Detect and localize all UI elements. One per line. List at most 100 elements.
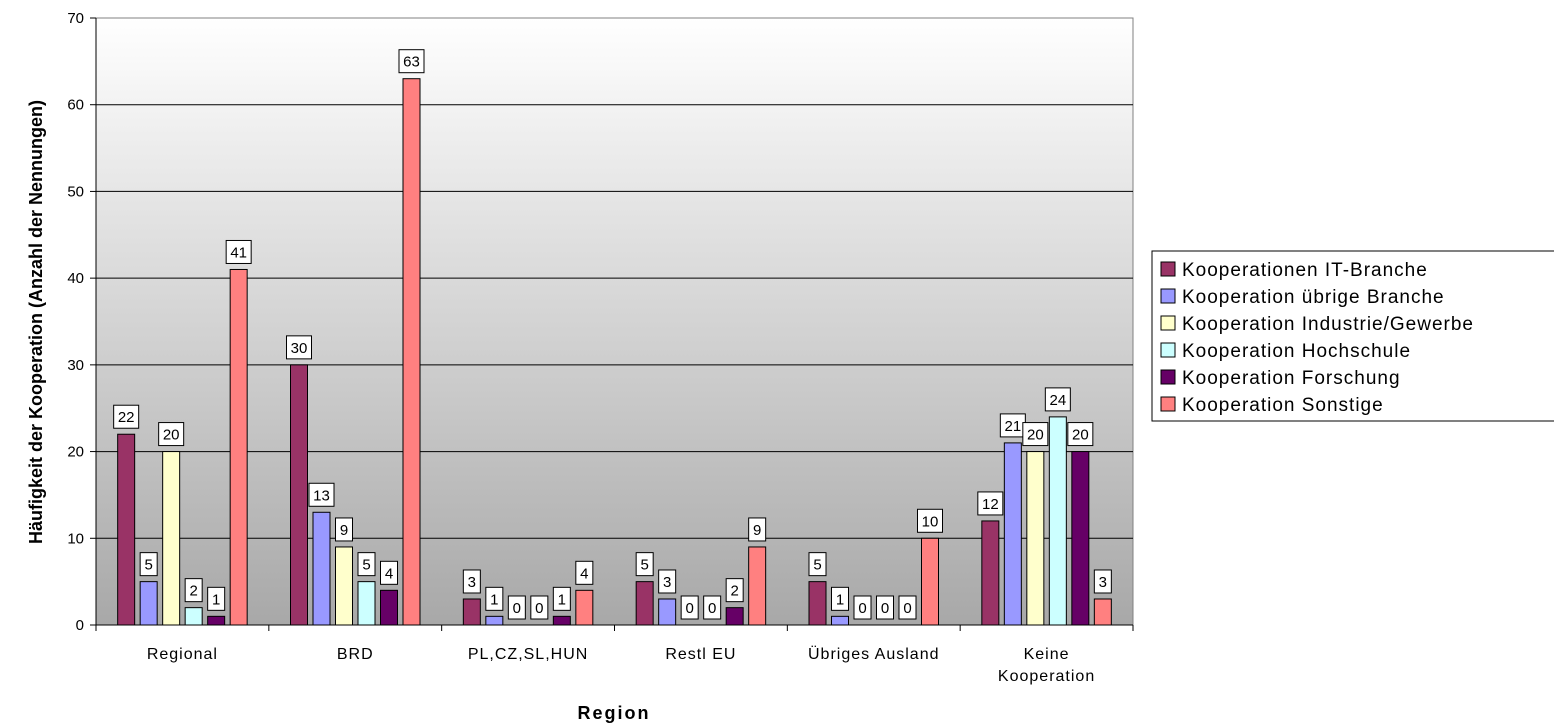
bar	[162, 451, 181, 626]
data-label-box	[898, 595, 917, 620]
data-label: 10	[922, 513, 939, 530]
bar	[552, 615, 571, 626]
data-label-box	[831, 586, 849, 611]
data-label: 1	[212, 591, 220, 608]
bar	[485, 615, 504, 626]
data-label-box	[575, 560, 594, 585]
data-label: 21	[1004, 418, 1021, 435]
data-label: 1	[558, 591, 566, 608]
data-label-box	[462, 569, 481, 594]
bar	[402, 78, 421, 626]
legend-label: Kooperationen IT-Branche	[1182, 260, 1428, 281]
data-label: 5	[813, 557, 821, 574]
bar	[1003, 442, 1022, 626]
data-label: 3	[663, 574, 671, 591]
x-tick-labels: Regional BRD PL,CZ,SL,HUN Restl EU Übriges A…	[147, 645, 1094, 685]
data-label: 12	[982, 496, 999, 513]
data-label-box	[286, 335, 312, 360]
bar	[981, 520, 1000, 626]
legend-swatch	[1160, 342, 1176, 358]
bar	[462, 598, 481, 626]
bar	[357, 581, 376, 626]
data-label: 5	[640, 557, 648, 574]
data-label: 1	[836, 591, 844, 608]
data-label: 20	[1027, 427, 1044, 444]
data-label: 63	[403, 54, 420, 71]
data-label-box	[748, 517, 767, 542]
y-tick-label: 20	[67, 444, 84, 461]
data-label-box	[1093, 569, 1112, 594]
data-label-box	[507, 595, 526, 620]
bar	[1048, 416, 1067, 626]
data-label-box	[530, 595, 549, 620]
y-axis-title: Häufigkeit der Kooperation (Anzahl der N…	[26, 100, 46, 544]
bar	[207, 615, 226, 626]
bar	[1093, 598, 1112, 626]
data-label: 3	[1099, 574, 1107, 591]
legend-swatch	[1160, 396, 1176, 412]
data-label: 20	[163, 427, 180, 444]
data-label: 0	[708, 600, 716, 617]
data-label-box	[658, 569, 677, 594]
y-tick-label: 10	[67, 530, 84, 547]
x-tick-label: Regional	[147, 646, 218, 663]
data-label-box	[725, 578, 744, 603]
bar	[808, 581, 827, 626]
data-label: 2	[730, 583, 738, 600]
bar	[635, 581, 654, 626]
data-label: 9	[753, 522, 761, 539]
data-label: 41	[230, 244, 247, 261]
legend-box	[1151, 250, 1554, 422]
data-label-box	[139, 552, 158, 577]
plot-area	[95, 17, 1134, 626]
data-label-box	[357, 552, 376, 577]
legend-swatch	[1160, 261, 1176, 277]
data-label-box	[1022, 422, 1049, 447]
bar	[658, 598, 677, 626]
data-label-box	[184, 578, 203, 603]
axes	[90, 17, 1134, 631]
data-label-box	[308, 482, 335, 507]
y-tick-label: 50	[67, 183, 84, 200]
data-label: 4	[385, 565, 393, 582]
bar	[139, 581, 158, 626]
data-label-box	[158, 422, 185, 447]
y-tick-label: 70	[67, 10, 84, 27]
bar	[290, 364, 308, 626]
data-label-box	[808, 552, 827, 577]
data-label-box	[207, 586, 226, 611]
legend: Kooperationen IT-Branche Kooperation übri…	[1151, 250, 1554, 422]
y-tick-label: 60	[67, 97, 84, 114]
data-label: 30	[291, 340, 308, 357]
data-label-box	[113, 404, 140, 429]
data-label: 9	[340, 522, 348, 539]
data-label: 20	[1072, 427, 1089, 444]
bars	[117, 78, 1112, 626]
data-label: 0	[881, 600, 889, 617]
data-label-box	[398, 49, 425, 74]
legend-swatch	[1160, 288, 1176, 304]
x-axis-title: Region	[578, 703, 651, 723]
data-label: 4	[580, 565, 588, 582]
data-label: 5	[362, 557, 370, 574]
bar	[312, 511, 331, 626]
bar	[184, 607, 203, 626]
y-tick-label: 40	[67, 270, 84, 287]
x-tick-label: Restl EU	[665, 646, 736, 663]
data-label: 0	[535, 600, 543, 617]
bar	[380, 589, 398, 626]
data-label-box	[876, 595, 894, 620]
bar	[229, 268, 248, 626]
data-label: 1	[490, 591, 498, 608]
legend-swatch	[1160, 369, 1176, 385]
data-label-box	[1044, 387, 1071, 412]
bar	[335, 546, 353, 626]
bar	[117, 433, 136, 626]
data-label: 2	[189, 583, 197, 600]
data-label: 24	[1049, 392, 1066, 409]
legend-label: Kooperation Hochschule	[1182, 341, 1411, 362]
data-label-box	[853, 595, 872, 620]
bar	[748, 546, 767, 626]
legend-label: Kooperation übrige Branche	[1182, 287, 1445, 308]
